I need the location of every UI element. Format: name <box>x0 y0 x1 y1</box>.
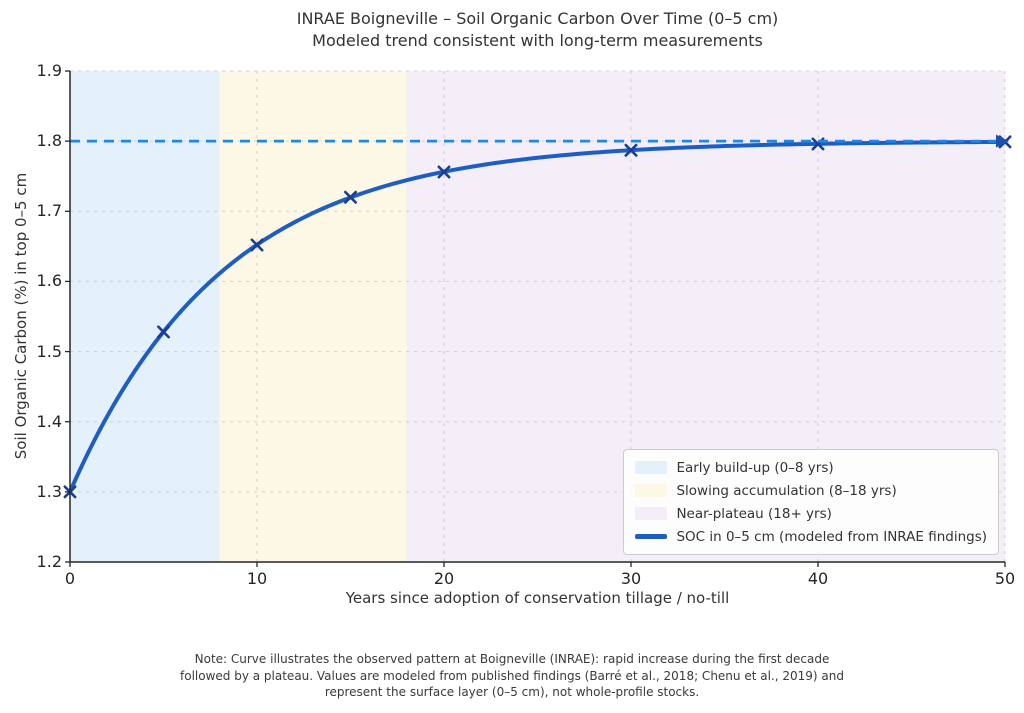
legend: Early build-up (0–8 yrs) Slowing accumul… <box>623 449 999 555</box>
legend-item: SOC in 0–5 cm (modeled from INRAE findin… <box>635 527 987 546</box>
footnote: Note: Curve illustrates the observed pat… <box>0 651 1024 701</box>
footnote-line: represent the surface layer (0–5 cm), no… <box>324 685 700 699</box>
x-axis-label: Years since adoption of conservation til… <box>345 589 730 607</box>
y-tick-label: 1.4 <box>36 411 62 431</box>
plot-area: Early build-up (0–8 yrs) Slowing accumul… <box>63 70 1012 567</box>
legend-swatch-slowing-accumulation <box>635 484 668 497</box>
x-tick-label: 0 <box>64 569 76 588</box>
x-tick-label: 40 <box>807 569 829 588</box>
x-tick-label: 30 <box>620 569 642 588</box>
y-tick-label: 1.8 <box>36 131 62 151</box>
phase-band <box>219 71 407 562</box>
chart-title: INRAE Boigneville – Soil Organic Carbon … <box>296 9 779 28</box>
legend-swatch-early-buildup <box>635 461 668 474</box>
legend-item: Early build-up (0–8 yrs) <box>635 458 987 477</box>
y-tick-label: 1.2 <box>36 552 62 571</box>
chart-title-block: INRAE Boigneville – Soil Organic Carbon … <box>70 8 1005 52</box>
x-tick-label: 20 <box>433 569 455 588</box>
legend-swatch-near-plateau <box>635 507 668 520</box>
y-tick-label: 1.3 <box>36 481 62 501</box>
data-marker <box>343 190 358 204</box>
footnote-line: Note: Curve illustrates the observed pat… <box>194 652 830 666</box>
data-marker <box>624 143 638 157</box>
x-tick-label: 10 <box>246 569 268 588</box>
soc-curve <box>68 139 1007 494</box>
legend-label: SOC in 0–5 cm (modeled from INRAE findin… <box>676 528 987 545</box>
legend-label: Near-plateau (18+ yrs) <box>676 505 832 522</box>
data-marker <box>157 325 170 339</box>
data-marker <box>437 165 451 179</box>
y-tick-label: 1.5 <box>36 341 62 361</box>
legend-label: Early build-up (0–8 yrs) <box>676 459 834 476</box>
phase-band <box>70 71 220 562</box>
x-tick-label: 50 <box>994 569 1016 588</box>
arrow-right-icon <box>996 134 1009 148</box>
y-tick-label: 1.9 <box>36 61 62 80</box>
legend-label: Slowing accumulation (8–18 yrs) <box>676 482 897 499</box>
legend-swatch-soc-line <box>635 534 668 539</box>
y-tick-label: 1.6 <box>36 271 62 291</box>
chart-subtitle: Modeled trend consistent with long-term … <box>312 31 763 50</box>
data-marker <box>250 238 264 252</box>
legend-item: Near-plateau (18+ yrs) <box>635 504 987 523</box>
legend-item: Slowing accumulation (8–18 yrs) <box>635 481 987 500</box>
y-tick-label: 1.7 <box>36 201 62 221</box>
footnote-line: followed by a plateau. Values are modele… <box>180 668 844 683</box>
